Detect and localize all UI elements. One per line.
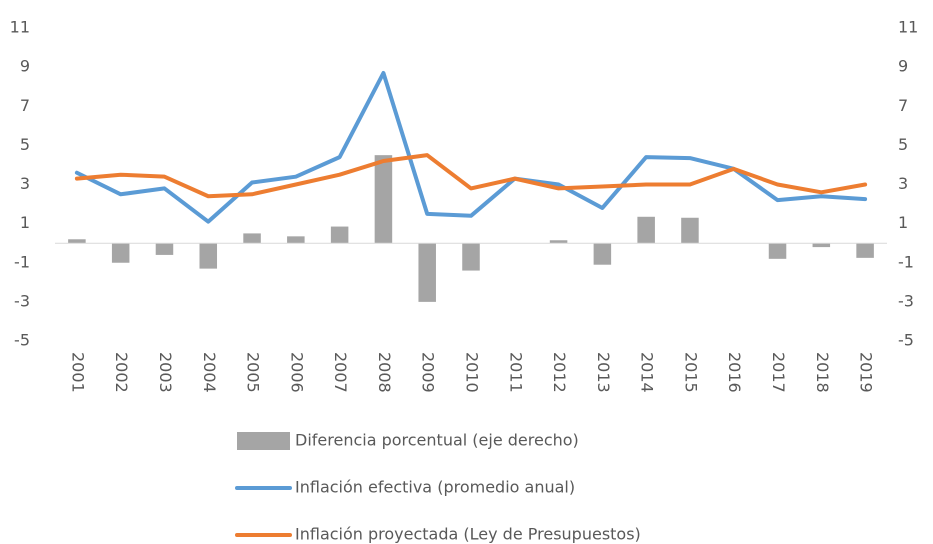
bar <box>155 243 174 255</box>
y-tick-label: 7 <box>20 96 30 115</box>
bar <box>812 243 831 248</box>
x-tick-label: 2011 <box>506 352 525 393</box>
x-tick-label: 2013 <box>594 352 613 393</box>
bar <box>856 243 874 258</box>
y2-tick-label: 11 <box>898 18 918 37</box>
x-tick-label: 2019 <box>857 352 876 393</box>
y2-tick-label: 1 <box>898 213 908 232</box>
bar <box>549 240 568 244</box>
bar <box>111 243 130 263</box>
x-tick-label: 2017 <box>769 352 788 393</box>
y-tick-label: -5 <box>14 331 30 350</box>
x-tick-label: 2014 <box>638 352 657 393</box>
bar <box>593 243 612 265</box>
legend-label: Inflación efectiva (promedio anual) <box>295 478 575 497</box>
y2-tick-label: 9 <box>898 57 908 76</box>
line <box>74 70 868 224</box>
y2-tick-label: -3 <box>898 291 914 310</box>
bar <box>330 226 349 244</box>
y2-tick-label: -5 <box>898 331 914 350</box>
x-tick-label: 2005 <box>244 352 263 393</box>
bar <box>462 243 480 271</box>
bar <box>199 243 218 269</box>
y2-tick-label: 7 <box>898 96 908 115</box>
y-tick-label: 5 <box>20 135 30 154</box>
x-tick-label: 2016 <box>725 352 744 393</box>
y-tick-label: 1 <box>20 213 30 232</box>
y-tick-label: -3 <box>14 291 30 310</box>
bar <box>243 233 261 244</box>
legend-label: Diferencia porcentual (eje derecho) <box>295 431 579 450</box>
y2-tick-label: 5 <box>898 135 908 154</box>
bar <box>374 155 393 244</box>
x-tick-label: 2010 <box>463 352 482 393</box>
y-tick-label: 3 <box>20 174 30 193</box>
x-tick-label: 2002 <box>112 352 131 393</box>
x-tick-label: 2001 <box>68 352 87 393</box>
line <box>74 153 868 199</box>
legend-swatch <box>237 432 290 450</box>
bar <box>681 217 699 244</box>
x-tick-label: 2006 <box>287 352 306 393</box>
x-tick-label: 2009 <box>419 352 438 393</box>
y2-tick-label: -1 <box>898 252 914 271</box>
bar <box>287 236 305 244</box>
x-tick-label: 2004 <box>200 352 219 393</box>
y-tick-label: 11 <box>10 18 30 37</box>
x-tick-label: 2007 <box>331 352 350 393</box>
bar <box>637 216 655 244</box>
x-tick-label: 2012 <box>550 352 569 393</box>
y2-tick-label: 3 <box>898 174 908 193</box>
legend-label: Inflación proyectada (Ley de Presupuesto… <box>295 525 641 544</box>
x-tick-label: 2003 <box>156 352 175 393</box>
bar <box>418 243 436 302</box>
x-tick-label: 2015 <box>681 352 700 393</box>
bar <box>68 239 86 244</box>
y-tick-label: 9 <box>20 57 30 76</box>
y-tick-label: -1 <box>14 252 30 271</box>
x-tick-label: 2018 <box>813 352 832 393</box>
x-tick-label: 2008 <box>375 352 394 393</box>
bar <box>768 243 787 259</box>
